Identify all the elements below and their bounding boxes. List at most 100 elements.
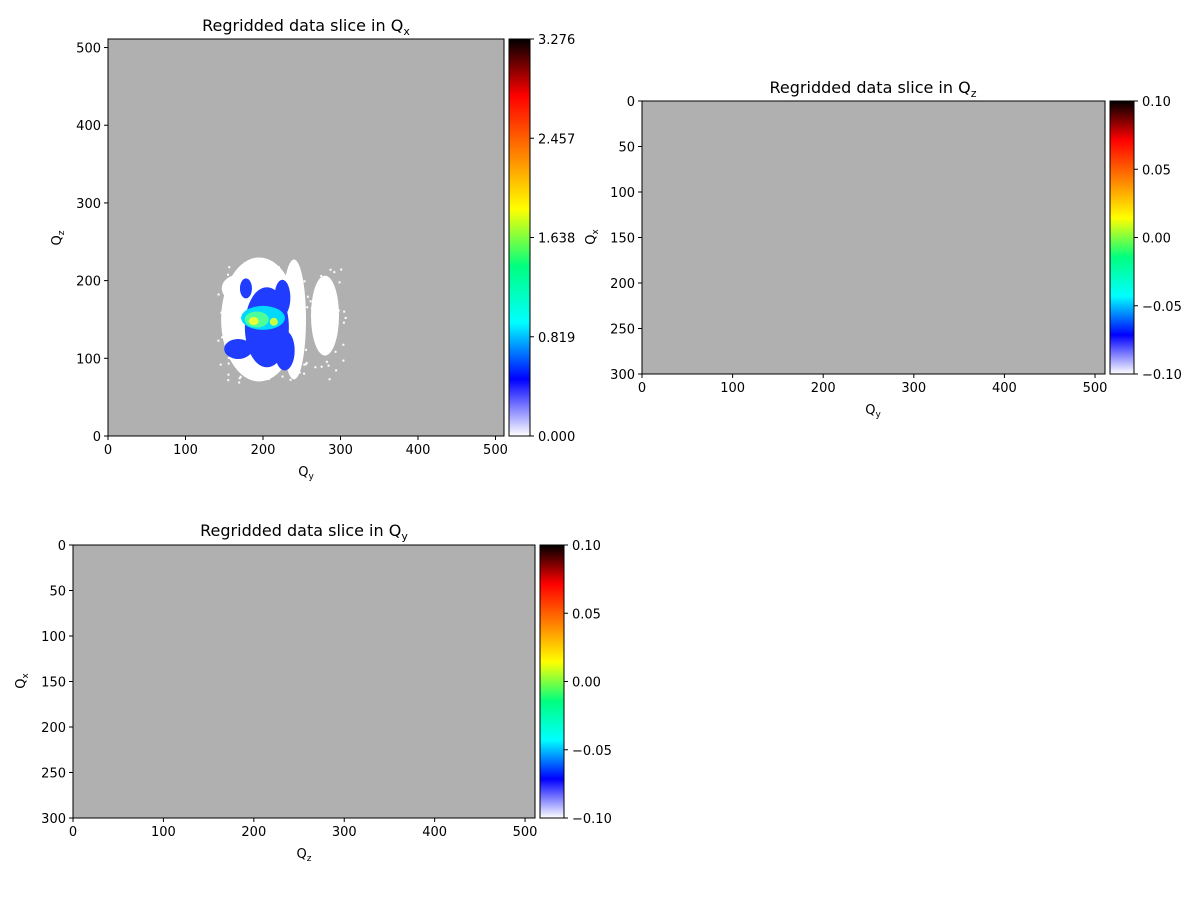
noise-pixel (266, 271, 269, 274)
x-tick-label: 500 (513, 825, 538, 840)
y-tick-label: 500 (76, 42, 101, 57)
heatmap-area-qy (73, 545, 535, 818)
noise-pixel (303, 280, 306, 283)
colorbar-ticks-qy: −0.10 −0.05 0.00 0.05 0.10 (564, 539, 612, 827)
noise-pixel (290, 324, 293, 327)
signal-blob (239, 278, 252, 299)
noise-pixel (260, 273, 263, 276)
noise-pixel (287, 276, 290, 279)
y-tick-label: 50 (49, 585, 66, 600)
noise-pixel (303, 372, 306, 375)
noise-pixel (305, 363, 308, 366)
noise-pixel (306, 295, 309, 298)
noise-pixel (221, 336, 224, 339)
y-tick-label: 200 (76, 275, 101, 290)
noise-pixel (226, 273, 229, 276)
noise-pixel (300, 284, 303, 287)
noise-pixel (315, 290, 318, 293)
x-tick-label: 0 (638, 381, 646, 396)
y-ticks-qx: 0 100 200 300 400 500 (76, 42, 108, 445)
noise-pixel (294, 333, 297, 336)
y-axis-label-qz: Qx (584, 229, 601, 245)
signal-blob (224, 338, 253, 359)
noise-pixel (220, 311, 223, 314)
y-tick-label: 100 (41, 630, 66, 645)
noise-pixel (302, 336, 305, 339)
noise-pixel (281, 375, 284, 378)
noise-pixel (227, 379, 230, 382)
colorbar-qx (508, 38, 531, 437)
panel-qy: Regridded data slice in Qy Qz Qx 0 100 200… (14, 521, 612, 864)
colorbar-qy (539, 544, 565, 819)
y-axis-label-qy: Qx (14, 673, 31, 689)
heatmap-area-qz (642, 101, 1105, 374)
colorbar-tick-label: 0.819 (538, 331, 575, 346)
colorbar-qz (1109, 100, 1135, 375)
noise-pixel (305, 348, 308, 351)
noise-pixel (305, 361, 308, 364)
noise-pixel (289, 378, 292, 381)
x-tick-label: 300 (328, 443, 353, 458)
noise-pixel (276, 279, 279, 282)
noise-pixel (217, 339, 220, 342)
y-tick-label: 250 (610, 323, 635, 338)
chart-title-qx: Regridded data slice in Qx (202, 16, 410, 38)
panel-qx: Regridded data slice in Qx Qy Qz 0 100 200… (50, 16, 575, 482)
noise-pixel (342, 359, 345, 362)
chart-title-qz: Regridded data slice in Qz (770, 78, 977, 100)
noise-pixel (267, 377, 270, 380)
x-tick-label: 400 (422, 825, 447, 840)
noise-pixel (293, 269, 296, 272)
y-axis-label-qx: Qz (50, 230, 67, 245)
heatmap-area-qx (108, 39, 504, 436)
noise-pixel (295, 335, 298, 338)
y-ticks-qy: 0 50 100 150 200 250 300 (41, 539, 73, 827)
colorbar-tick-label: 0.00 (572, 676, 601, 691)
x-tick-label: 300 (901, 381, 926, 396)
colorbar-ticks-qx: 0.000 0.819 1.638 2.457 3.276 (530, 33, 575, 445)
noise-pixel (288, 266, 291, 269)
x-tick-label: 200 (241, 825, 266, 840)
y-tick-label: 300 (610, 368, 635, 383)
noise-pixel (314, 306, 317, 309)
noise-pixel (293, 326, 296, 329)
noise-pixel (276, 268, 279, 271)
noise-pixel (224, 295, 227, 298)
colorbar-tick-label: 0.10 (572, 539, 601, 554)
signal-blob (274, 330, 295, 371)
x-tick-label: 200 (811, 381, 836, 396)
noise-pixel (320, 275, 323, 278)
signal-peak (269, 317, 278, 326)
colorbar-tick-label: −0.05 (1142, 300, 1182, 315)
noise-pixel (327, 364, 330, 367)
x-tick-label: 100 (720, 381, 745, 396)
x-tick-label: 500 (1083, 381, 1108, 396)
noise-pixel (251, 270, 254, 273)
noise-pixel (303, 363, 306, 366)
noise-pixel (343, 310, 346, 313)
noise-pixel (329, 268, 332, 271)
y-tick-label: 300 (41, 812, 66, 827)
noise-pixel (236, 291, 239, 294)
x-axis-label-qy: Qz (297, 847, 312, 864)
noise-pixel (234, 297, 237, 300)
noise-pixel (226, 278, 229, 281)
y-tick-label: 0 (58, 539, 66, 554)
x-ticks-qz: 0 100 200 300 400 500 (638, 374, 1108, 396)
x-ticks-qx: 0 100 200 300 400 500 (104, 436, 508, 458)
noise-pixel (334, 315, 337, 318)
y-tick-label: 250 (41, 767, 66, 782)
noise-pixel (316, 305, 319, 308)
axes-frame-qx (107, 38, 505, 437)
colorbar-tick-label: 1.638 (538, 232, 575, 247)
noise-pixel (240, 304, 243, 307)
noise-pixel (238, 266, 241, 269)
y-tick-label: 0 (627, 95, 635, 110)
y-tick-label: 200 (41, 721, 66, 736)
noise-pixel (222, 333, 225, 336)
noise-pixel (269, 368, 272, 371)
noise-pixel (335, 369, 338, 372)
noise-pixel (252, 292, 255, 295)
colorbar-tick-label: 0.000 (538, 430, 575, 445)
y-ticks-qz: 0 50 100 150 200 250 300 (610, 95, 642, 383)
